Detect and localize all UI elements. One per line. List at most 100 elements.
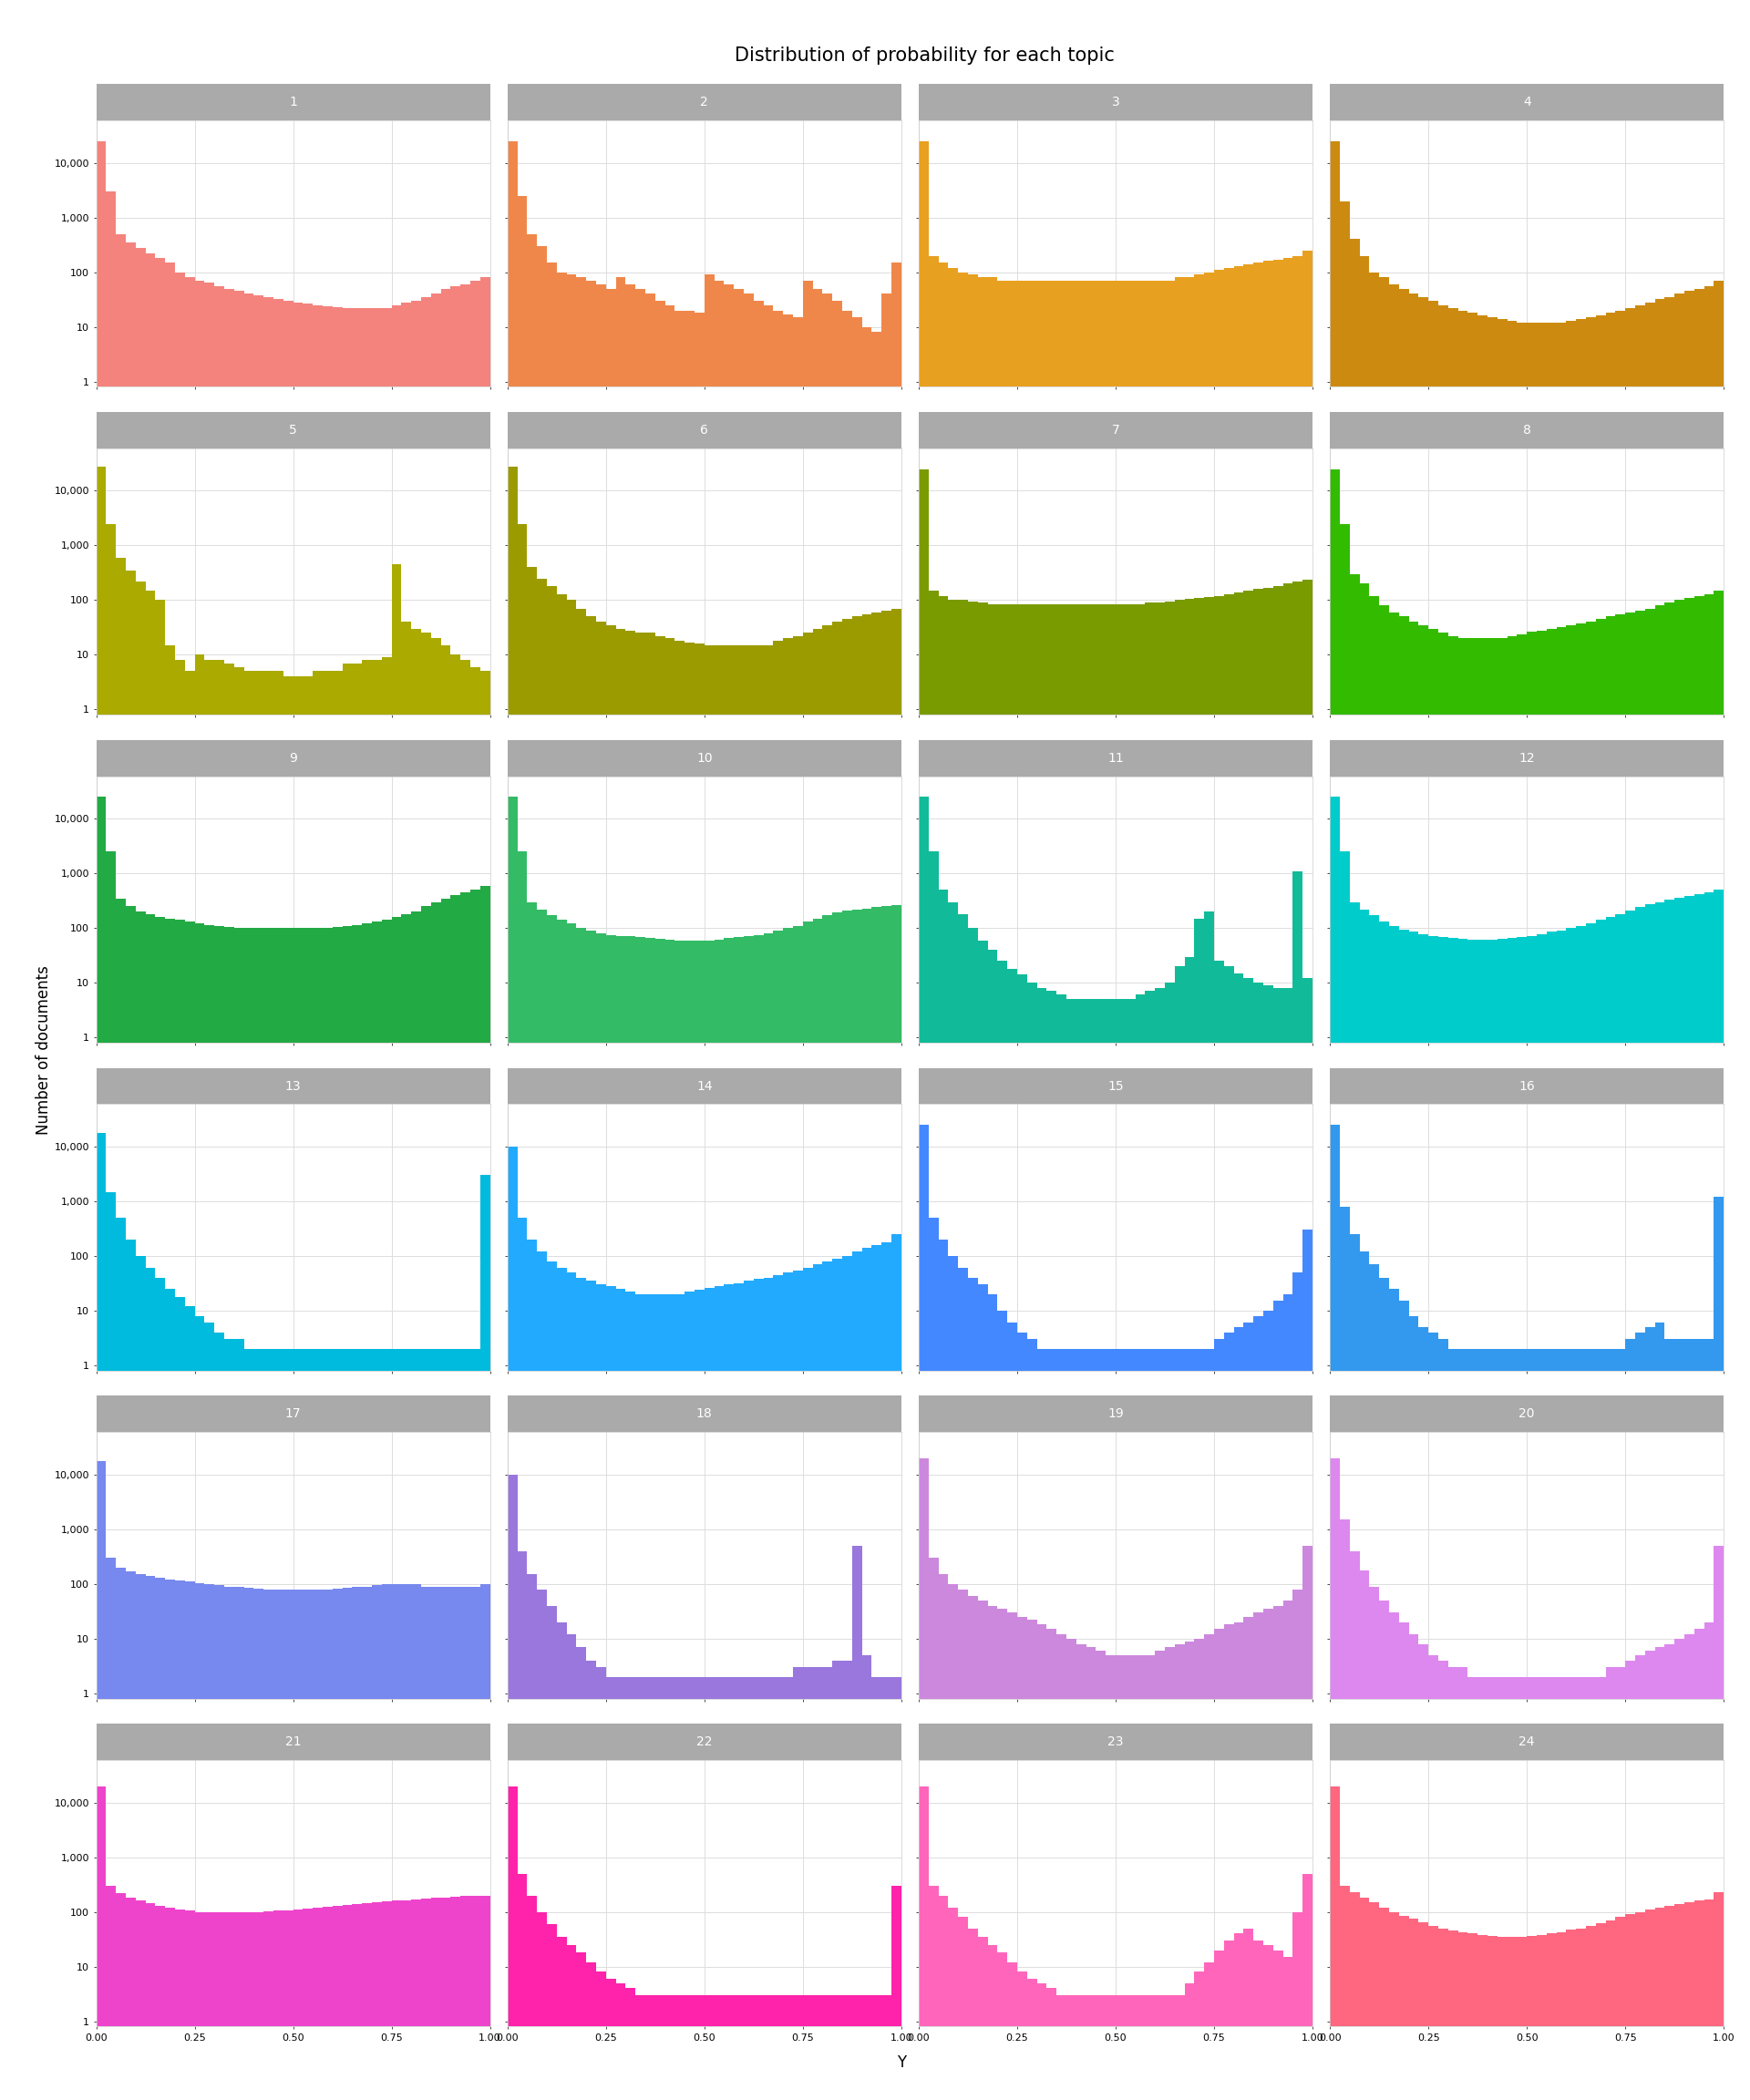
Bar [1076, 1000, 1087, 2100]
Bar [1155, 603, 1166, 2100]
Bar [96, 141, 107, 2100]
Bar [1635, 1655, 1645, 2100]
Bar [411, 911, 422, 2100]
Bar [322, 307, 332, 2100]
Bar [156, 258, 165, 2100]
Bar [949, 269, 959, 2100]
Bar [1340, 1520, 1349, 2100]
Bar [1244, 590, 1253, 2100]
Bar [616, 277, 626, 2100]
Bar [126, 1898, 135, 2100]
Bar [625, 1989, 635, 2100]
Bar [303, 928, 313, 2100]
Bar [1057, 605, 1066, 2100]
Bar [1264, 588, 1272, 2100]
Bar [107, 1558, 116, 2100]
Bar [1398, 1915, 1409, 2100]
Bar [1536, 323, 1547, 2100]
Bar [107, 523, 116, 2100]
Bar [774, 311, 782, 2100]
Bar [1125, 1995, 1136, 2100]
Bar [527, 1896, 537, 2100]
Bar [1076, 605, 1087, 2100]
Bar [273, 1348, 284, 2100]
Bar [214, 286, 224, 2100]
Bar [1635, 907, 1645, 2100]
Bar [1155, 1995, 1166, 2100]
Bar [793, 1271, 803, 2100]
Bar [1253, 1317, 1264, 2100]
Text: 23: 23 [1108, 1735, 1124, 1749]
Bar [1615, 1917, 1626, 2100]
Bar [264, 1590, 273, 2100]
Bar [452, 655, 460, 2100]
Bar [352, 309, 362, 2100]
Bar [1349, 573, 1360, 2100]
Bar [586, 1961, 597, 2100]
Bar [362, 924, 371, 2100]
Bar [1116, 605, 1125, 2100]
Bar [243, 1588, 254, 2100]
Bar [1566, 321, 1577, 2100]
Bar [616, 937, 626, 2100]
Bar [684, 643, 695, 2100]
Bar [754, 645, 763, 2100]
Bar [1166, 1348, 1174, 2100]
Bar [1155, 1348, 1166, 2100]
Bar [460, 1348, 471, 2100]
Bar [1302, 250, 1312, 2100]
Bar [1498, 319, 1507, 2100]
Bar [1116, 1000, 1125, 2100]
Bar [635, 1995, 646, 2100]
Bar [382, 920, 392, 2100]
Bar [1607, 313, 1615, 2100]
Bar [224, 926, 234, 2100]
Bar [919, 141, 929, 2100]
Bar [704, 1995, 714, 2100]
Text: Number of documents: Number of documents [35, 966, 52, 1134]
Bar [1398, 930, 1409, 2100]
Bar [1008, 281, 1017, 2100]
Bar [1419, 1644, 1428, 2100]
Bar [1066, 1000, 1076, 2100]
Bar [343, 1588, 352, 2100]
Bar [1185, 598, 1194, 2100]
Bar [684, 1995, 695, 2100]
Bar [107, 1191, 116, 2100]
Bar [997, 1953, 1008, 2100]
Bar [313, 304, 322, 2100]
Text: 24: 24 [1519, 1735, 1535, 1749]
Bar [1438, 937, 1449, 2100]
Bar [714, 1285, 724, 2100]
Bar [812, 918, 822, 2100]
Bar [1194, 1348, 1204, 2100]
Bar [1438, 1928, 1449, 2100]
Bar [352, 1588, 362, 2100]
Bar [1390, 1911, 1398, 2100]
Bar [1517, 634, 1526, 2100]
Bar [557, 594, 567, 2100]
Bar [567, 924, 576, 2100]
Bar [186, 1911, 194, 2100]
Bar [371, 922, 381, 2100]
Bar [919, 1457, 929, 2100]
Bar [537, 1252, 546, 2100]
Bar [1526, 937, 1536, 2100]
Bar [695, 1289, 704, 2100]
Bar [1027, 1978, 1036, 2100]
Bar [362, 1348, 371, 2100]
Bar [1498, 939, 1507, 2100]
Bar [254, 672, 264, 2100]
Bar [1046, 1989, 1057, 2100]
Bar [1713, 1546, 1724, 2100]
Bar [724, 645, 733, 2100]
Bar [1704, 1340, 1713, 2100]
Bar [135, 582, 145, 2100]
Bar [949, 1256, 959, 2100]
Bar [243, 1911, 254, 2100]
Bar [126, 571, 135, 2100]
Bar [1694, 1340, 1704, 2100]
Bar [422, 1348, 430, 2100]
Bar [1428, 1655, 1438, 2100]
Bar [1517, 937, 1526, 2100]
